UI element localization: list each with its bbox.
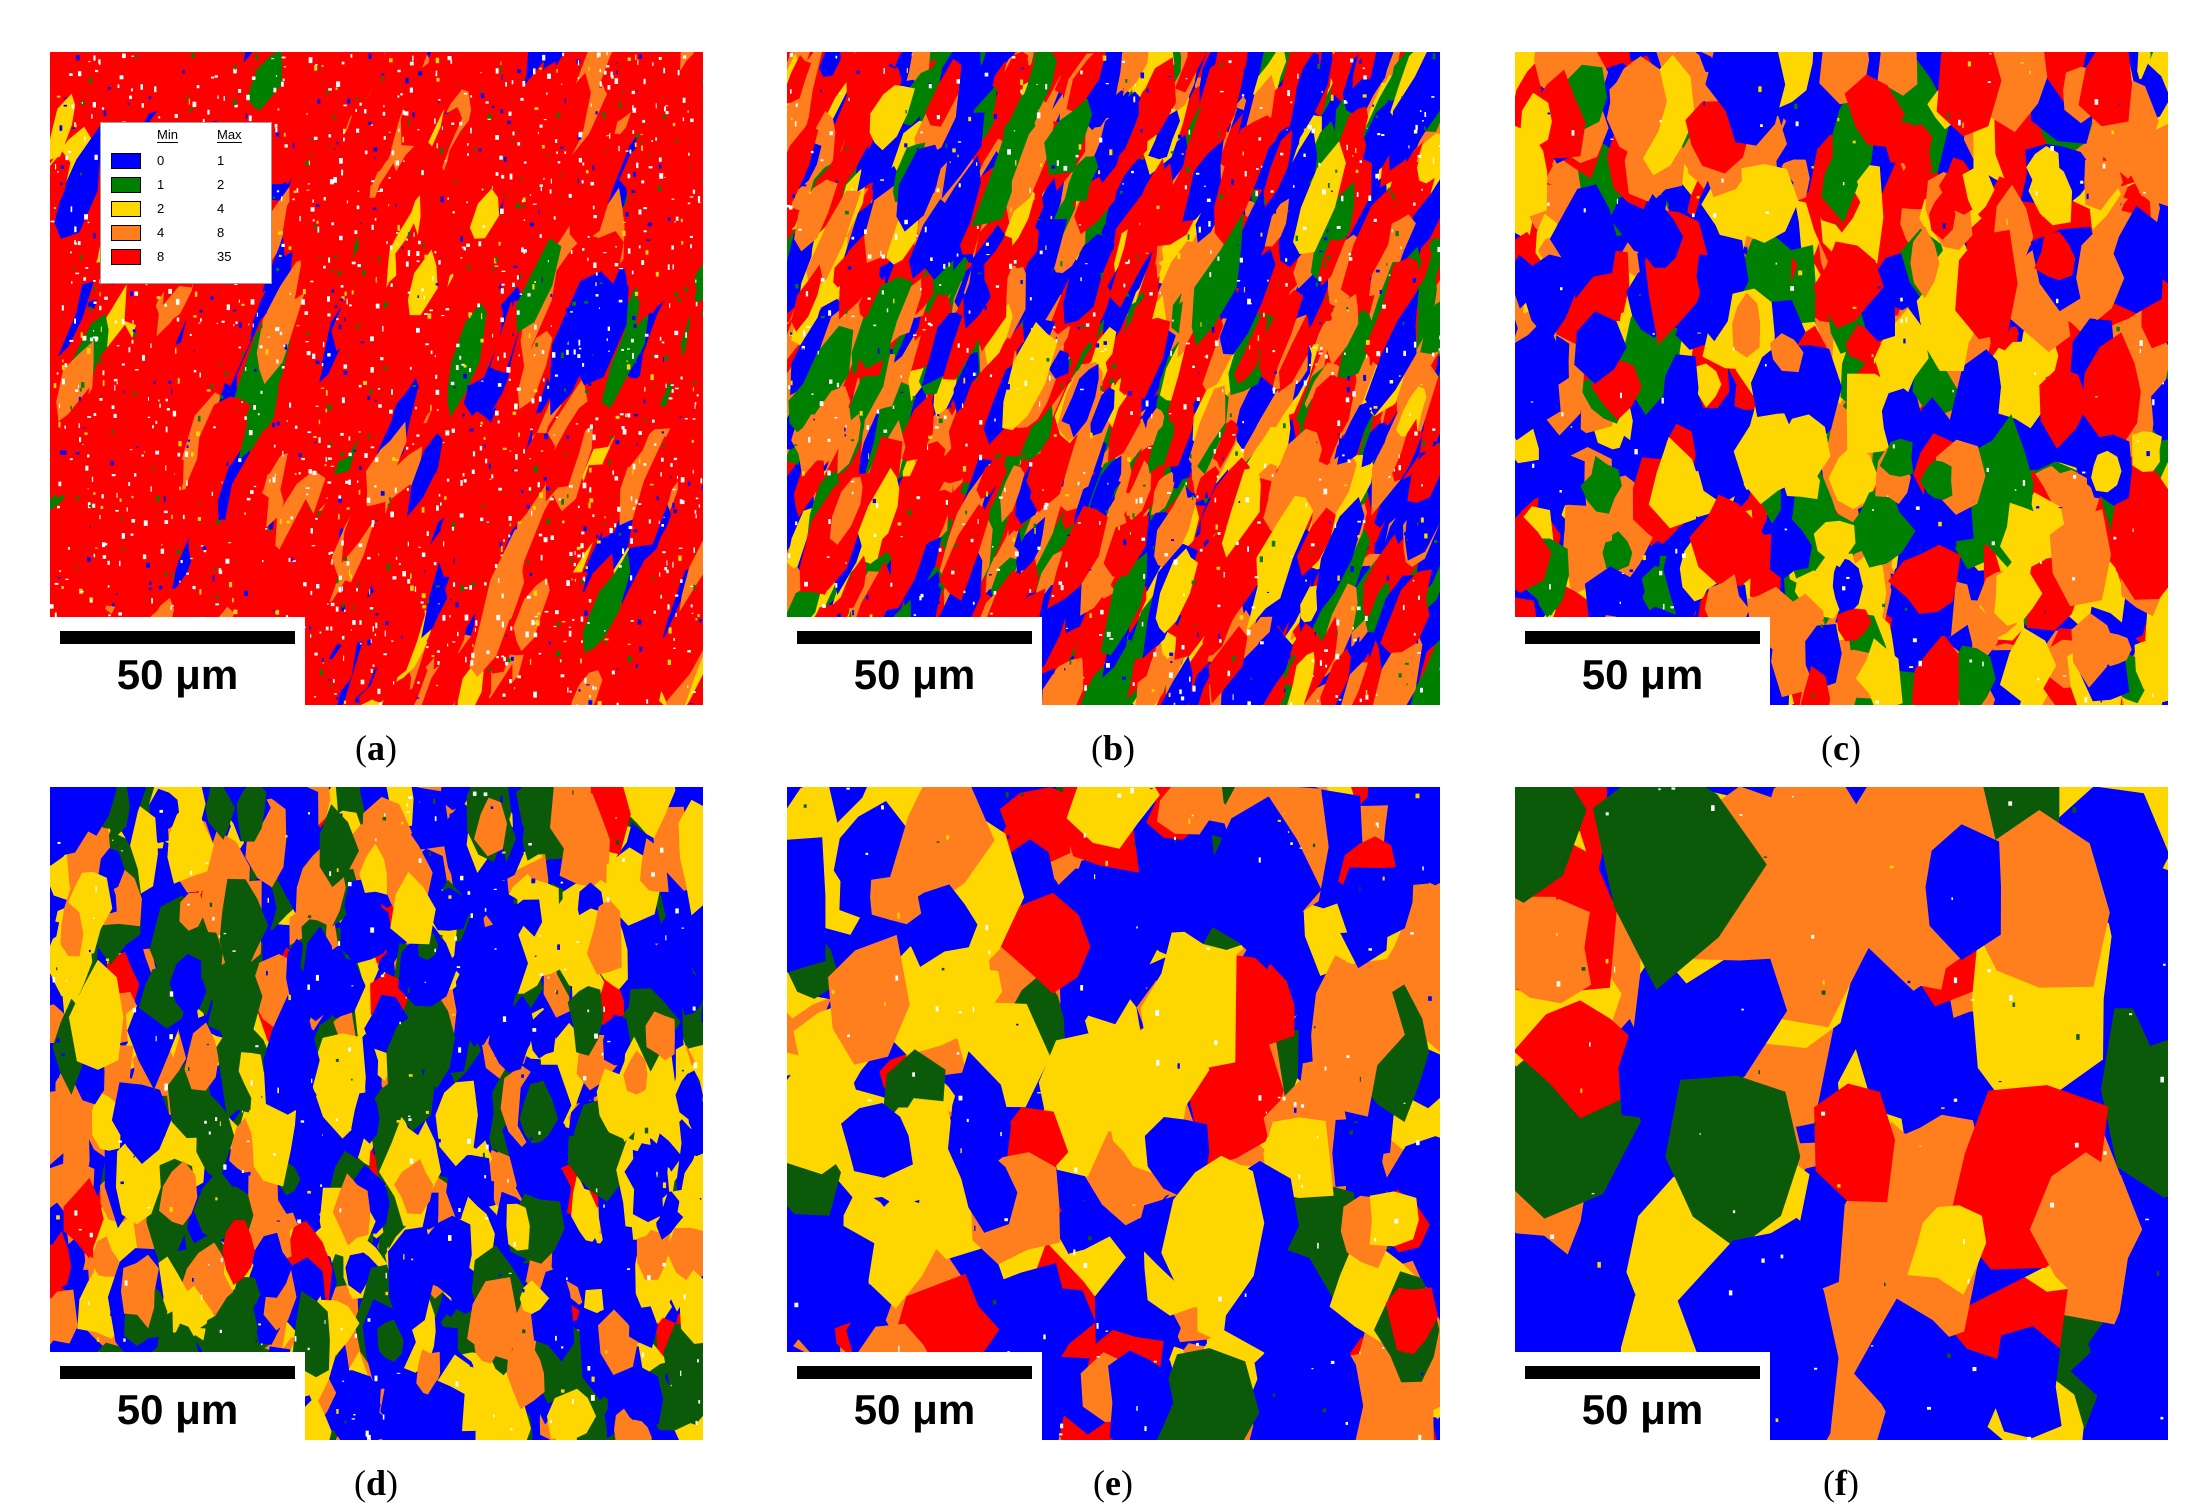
- grain-map-d: [50, 787, 703, 1440]
- scale-bar-line: [797, 1366, 1032, 1379]
- micrograph-b: 50 μm: [787, 52, 1440, 705]
- legend-swatch: [111, 249, 141, 265]
- micrograph-e: 50 μm: [787, 787, 1440, 1440]
- caption-b: (b): [1090, 728, 1136, 768]
- scale-bar-label: 50 μm: [1581, 651, 1704, 698]
- legend-swatch: [111, 201, 141, 217]
- micrograph-a: Min Max 0 1 1 2 2 4 4 8 8 35: [50, 52, 703, 705]
- legend-row: 4 8: [101, 223, 271, 243]
- caption-letter: e: [1105, 1463, 1121, 1503]
- caption-f: (f): [1823, 1463, 1859, 1503]
- micrograph-f: 50 μm: [1515, 787, 2168, 1440]
- legend-max: 4: [217, 201, 225, 216]
- scale-bar-label: 50 μm: [853, 651, 976, 698]
- legend-min: 0: [157, 153, 165, 168]
- legend-max-header: Max: [217, 127, 242, 143]
- legend-min-header: Min: [157, 127, 178, 143]
- caption-a: (a): [355, 728, 397, 768]
- caption-e: (e): [1093, 1463, 1133, 1503]
- caption-d: (d): [353, 1463, 399, 1503]
- legend-max: 35: [217, 249, 232, 264]
- grain-map-b: [787, 52, 1440, 705]
- legend-min: 4: [157, 225, 165, 240]
- legend-swatch: [111, 177, 141, 193]
- scale-bar-label: 50 μm: [1581, 1386, 1704, 1433]
- scale-bar-label: 50 μm: [116, 651, 239, 698]
- legend-max: 1: [217, 153, 225, 168]
- micrograph-c: 50 μm: [1515, 52, 2168, 705]
- legend-row: 8 35: [101, 247, 271, 267]
- legend-min: 2: [157, 201, 165, 216]
- scale-bar: 50 μm: [50, 617, 305, 705]
- scale-bar-line: [1525, 1366, 1760, 1379]
- scale-bar: 50 μm: [1515, 617, 1770, 705]
- scale-bar: 50 μm: [50, 1352, 305, 1440]
- grain-map-f: [1515, 787, 2168, 1440]
- grain-map-e: [787, 787, 1440, 1440]
- legend-max: 2: [217, 177, 225, 192]
- legend-max: 8: [217, 225, 225, 240]
- scale-bar: 50 μm: [787, 617, 1042, 705]
- micrograph-d: 50 μm: [50, 787, 703, 1440]
- caption-letter: b: [1102, 728, 1124, 768]
- scale-bar-line: [60, 1366, 295, 1379]
- scale-bar-line: [797, 631, 1032, 644]
- legend-row: 1 2: [101, 175, 271, 195]
- scale-bar-label: 50 μm: [116, 1386, 239, 1433]
- scale-bar: 50 μm: [787, 1352, 1042, 1440]
- scale-bar-label: 50 μm: [853, 1386, 976, 1433]
- scale-bar-line: [60, 631, 295, 644]
- legend-swatch: [111, 225, 141, 241]
- color-legend: Min Max 0 1 1 2 2 4 4 8 8 35: [100, 122, 272, 284]
- caption-letter: a: [367, 728, 385, 768]
- legend-row: 0 1: [101, 151, 271, 171]
- grain-map-a: [50, 52, 703, 705]
- caption-letter: f: [1835, 1463, 1847, 1503]
- legend-min: 1: [157, 177, 165, 192]
- legend-min: 8: [157, 249, 165, 264]
- caption-c: (c): [1821, 728, 1861, 768]
- grain-map-c: [1515, 52, 2168, 705]
- legend-swatch: [111, 153, 141, 169]
- scale-bar: 50 μm: [1515, 1352, 1770, 1440]
- caption-letter: d: [365, 1463, 387, 1503]
- legend-row: 2 4: [101, 199, 271, 219]
- caption-letter: c: [1833, 728, 1849, 768]
- scale-bar-line: [1525, 631, 1760, 644]
